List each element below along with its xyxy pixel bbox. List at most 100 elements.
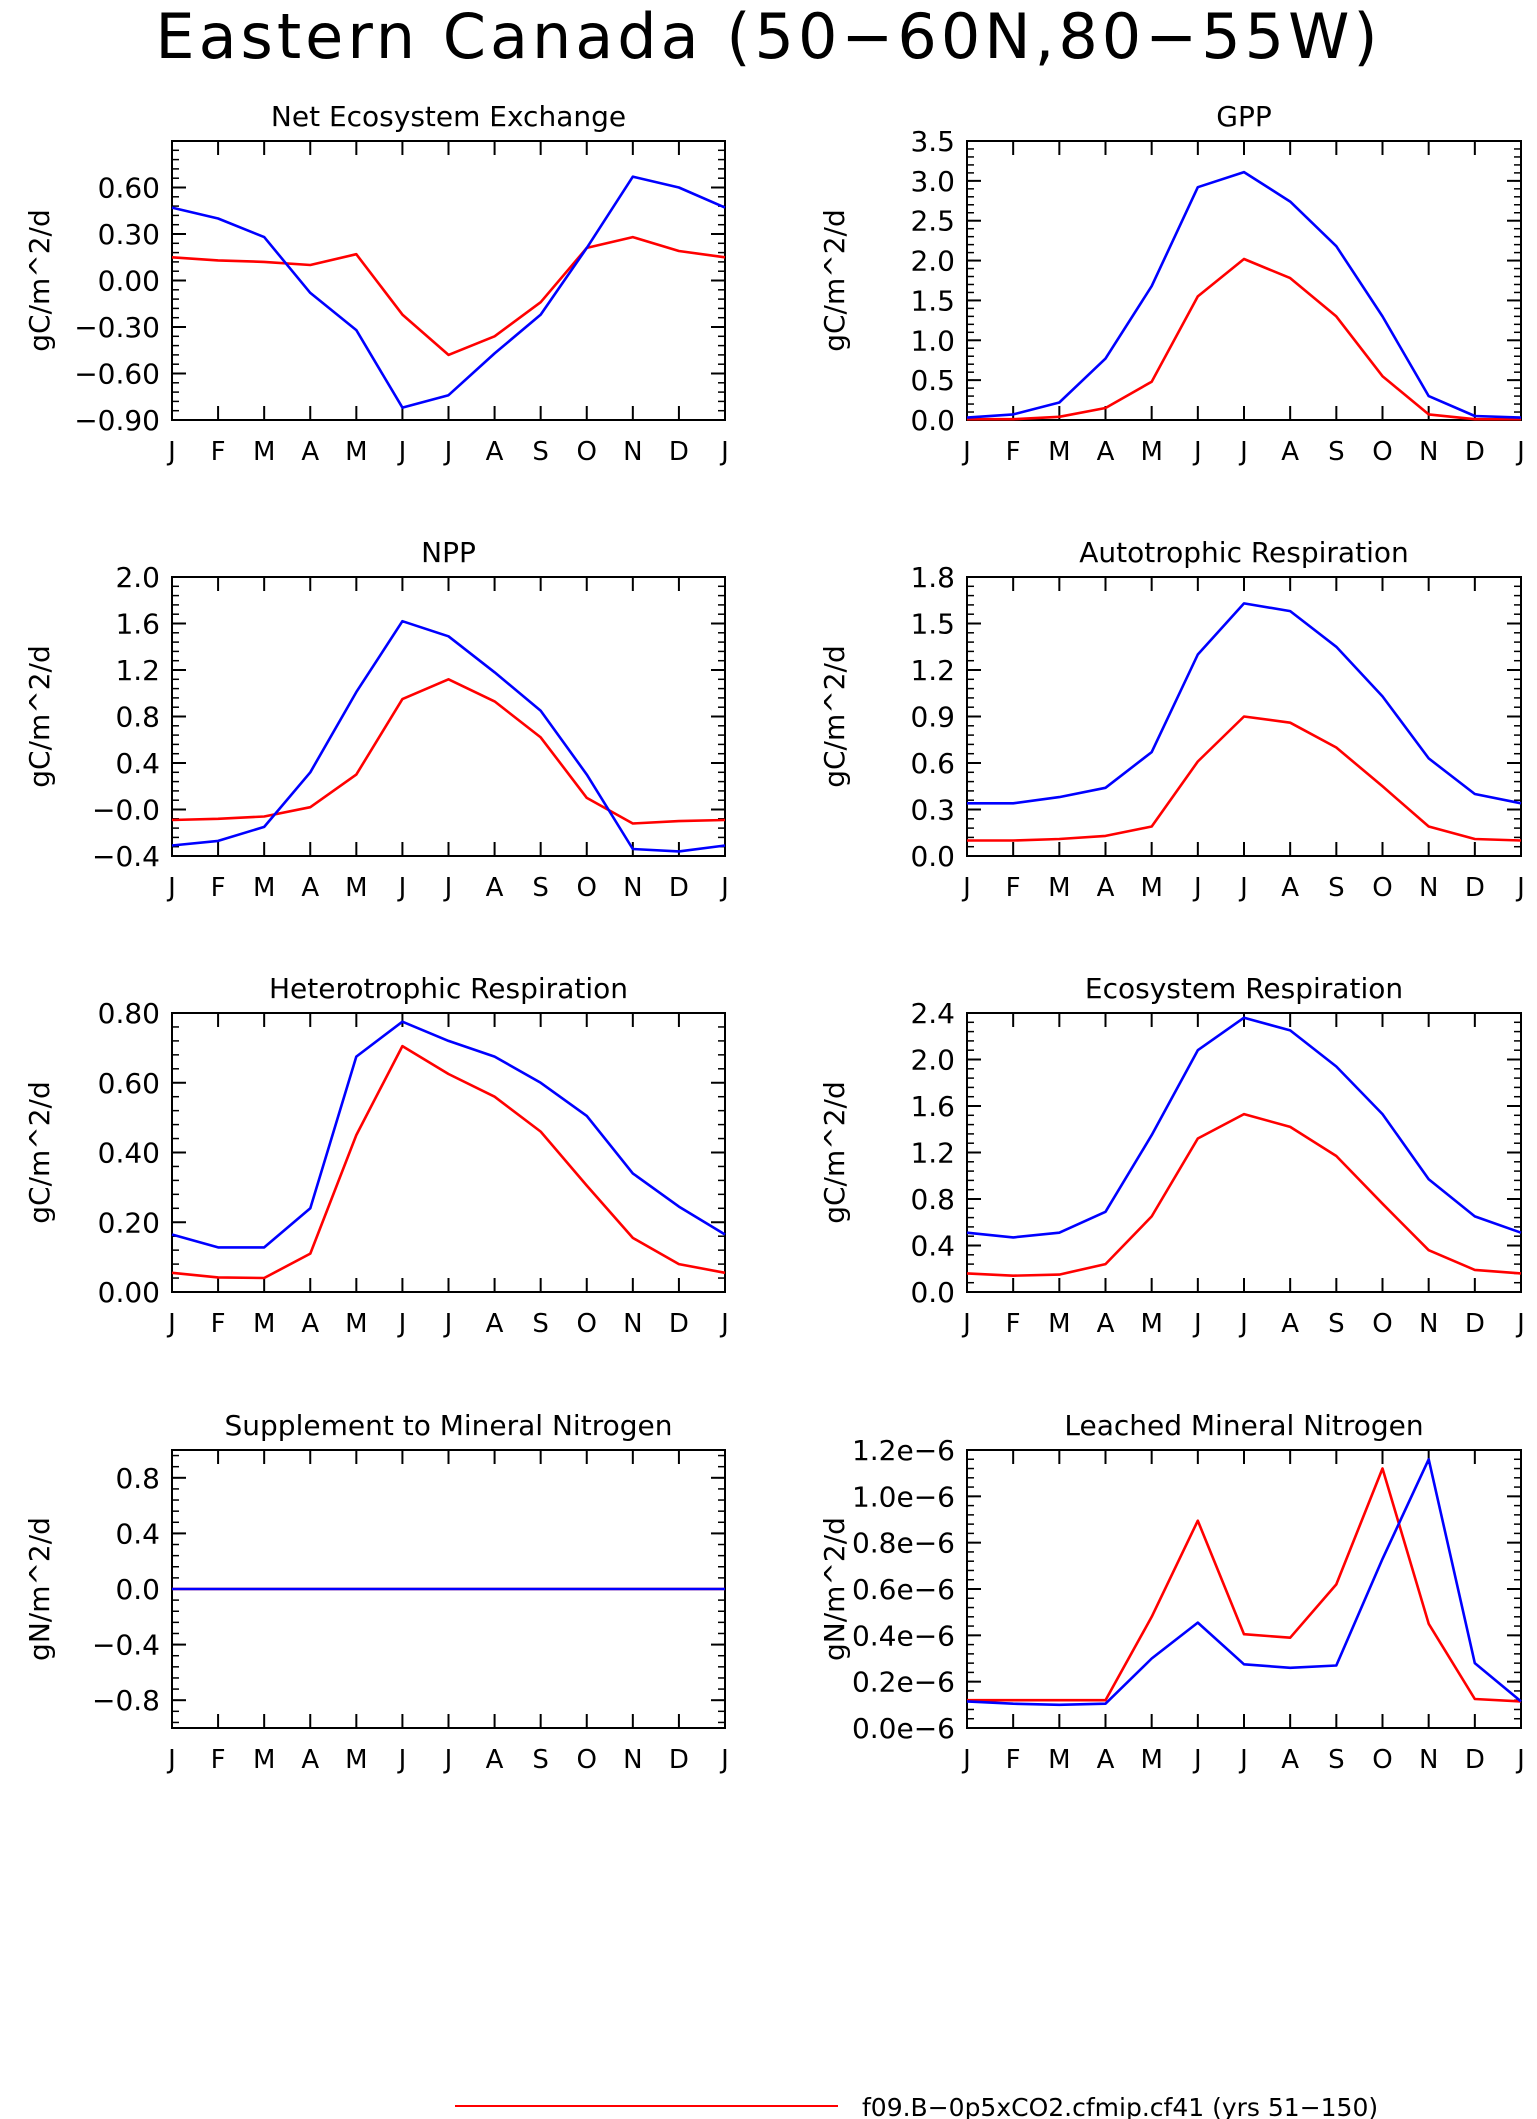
- y-tick-label: 0.6e−6: [852, 1573, 955, 1606]
- x-tick-label: M: [253, 437, 275, 467]
- x-tick-label: J: [1515, 873, 1525, 903]
- y-tick-label: 2.0: [115, 561, 160, 594]
- y-tick-label: 0.00: [98, 1276, 160, 1309]
- y-tick-label: 0.4: [910, 1230, 955, 1263]
- x-tick-label: J: [443, 1745, 453, 1775]
- x-tick-label: O: [1372, 873, 1392, 903]
- x-tick-label: D: [669, 437, 689, 467]
- y-tick-label: 1.2: [910, 654, 955, 687]
- y-tick-label: 0.8: [910, 1183, 955, 1216]
- x-tick-label: A: [1281, 1745, 1299, 1775]
- x-tick-label: D: [1465, 437, 1485, 467]
- y-tick-label: 0.60: [98, 1067, 160, 1100]
- x-tick-label: D: [669, 1745, 689, 1775]
- series-line-2: [171, 619, 726, 853]
- x-tick-label: D: [669, 873, 689, 903]
- y-tick-label: 3.0: [910, 165, 955, 198]
- x-tick-label: J: [961, 873, 971, 903]
- x-tick-label: M: [253, 1309, 275, 1339]
- x-tick-label: F: [1006, 1309, 1021, 1339]
- x-tick-label: A: [1097, 1309, 1115, 1339]
- x-tick-label: J: [443, 437, 453, 467]
- series-line-1: [171, 235, 726, 357]
- y-tick-label: 0.8e−6: [852, 1527, 955, 1560]
- x-tick-label: N: [1419, 437, 1438, 467]
- chart-title: GPP: [1216, 100, 1271, 133]
- y-axis-label: gN/m^2/d: [23, 1517, 56, 1661]
- x-tick-label: M: [345, 437, 367, 467]
- x-tick-label: M: [1048, 873, 1070, 903]
- chart-leached-mineral-nitrogen: J F M A M J J A S O N D J0.0e−60.2e−60.4e−60.6e−60.8…: [818, 1409, 1525, 1775]
- x-tick-label: N: [623, 1309, 642, 1339]
- series-line-2: [967, 602, 1522, 805]
- chart-title: Ecosystem Respiration: [1085, 972, 1403, 1005]
- chart-ecosystem-respiration: J F M A M J J A S O N D J0.00.40.81.21.62.02.4Ecosys…: [818, 972, 1525, 1339]
- chart-autotrophic-respiration: J F M A M J J A S O N D J0.00.30.60.91.21.51.8Autotr…: [818, 536, 1525, 903]
- x-tick-label: J: [397, 437, 407, 467]
- y-tick-label: 1.0e−6: [852, 1480, 955, 1513]
- chart-npp: J F M A M J J A S O N D J−0.4−0.00.40.81.21.62.0NPPg…: [23, 536, 729, 903]
- chart-title: Autotrophic Respiration: [1079, 536, 1408, 569]
- x-tick-label: J: [1238, 437, 1248, 467]
- x-tick-label: S: [1328, 1745, 1345, 1775]
- x-tick-label: O: [577, 1745, 597, 1775]
- x-tick-label: J: [1238, 1309, 1248, 1339]
- x-tick-label: A: [1097, 873, 1115, 903]
- x-tick-label: O: [577, 437, 597, 467]
- y-axis-label: gC/m^2/d: [23, 645, 56, 788]
- y-tick-label: 0.8: [115, 1462, 160, 1495]
- x-tick-label: N: [623, 873, 642, 903]
- x-tick-label: A: [486, 1309, 504, 1339]
- x-tick-label: S: [532, 437, 549, 467]
- y-axis-label: gC/m^2/d: [23, 1081, 56, 1224]
- x-tick-label: M: [345, 1309, 367, 1339]
- y-tick-label: −0.4: [92, 1629, 160, 1662]
- x-tick-label: J: [397, 1309, 407, 1339]
- y-tick-label: 2.0: [910, 245, 955, 278]
- x-tick-label: O: [577, 1309, 597, 1339]
- x-tick-label: M: [1048, 437, 1070, 467]
- x-tick-label: A: [1281, 437, 1299, 467]
- x-tick-label: S: [532, 873, 549, 903]
- y-axis-label: gC/m^2/d: [23, 209, 56, 352]
- x-tick-label: J: [1515, 1309, 1525, 1339]
- x-tick-label: S: [1328, 1309, 1345, 1339]
- x-tick-label: F: [1006, 437, 1021, 467]
- y-tick-label: 0.0e−6: [852, 1712, 955, 1745]
- x-tick-label: J: [719, 1309, 729, 1339]
- x-tick-label: D: [1465, 873, 1485, 903]
- y-axis-label: gN/m^2/d: [818, 1517, 851, 1661]
- x-tick-label: J: [166, 437, 176, 467]
- x-tick-label: A: [1097, 1745, 1115, 1775]
- series-line-2: [966, 170, 1522, 419]
- chart-supplement-to-mineral-nitrogen: J F M A M J J A S O N D J−0.8−0.40.00.40.8Supplement…: [23, 1409, 729, 1775]
- series-line-2: [966, 1458, 1522, 1707]
- x-tick-label: M: [253, 1745, 275, 1775]
- y-tick-label: 0.4: [115, 747, 160, 780]
- y-tick-label: 0.2e−6: [852, 1666, 955, 1699]
- y-tick-label: 1.5: [910, 608, 955, 641]
- y-tick-label: 1.5: [910, 284, 955, 317]
- x-tick-label: A: [1097, 437, 1115, 467]
- x-tick-label: N: [1419, 1309, 1438, 1339]
- x-tick-label: J: [166, 1745, 176, 1775]
- y-tick-label: −0.4: [92, 840, 160, 873]
- x-tick-label: N: [623, 1745, 642, 1775]
- x-tick-label: N: [1419, 1745, 1438, 1775]
- y-tick-label: −0.90: [74, 404, 160, 437]
- chart-title: Supplement to Mineral Nitrogen: [225, 1409, 673, 1442]
- chart-title: Heterotrophic Respiration: [269, 972, 628, 1005]
- x-tick-label: F: [1006, 873, 1021, 903]
- series-line-1: [966, 1112, 1522, 1277]
- page-title: Eastern Canada (50−60N,80−55W): [155, 0, 1382, 73]
- y-tick-label: 1.6: [910, 1090, 955, 1123]
- y-tick-label: 1.2: [910, 1137, 955, 1170]
- x-tick-label: M: [345, 1745, 367, 1775]
- x-tick-label: M: [1140, 873, 1162, 903]
- x-tick-label: A: [301, 1745, 319, 1775]
- x-tick-label: F: [211, 873, 226, 903]
- x-tick-label: M: [253, 873, 275, 903]
- y-tick-label: −0.0: [92, 794, 160, 827]
- series-line-1: [171, 1044, 726, 1280]
- x-tick-label: A: [486, 873, 504, 903]
